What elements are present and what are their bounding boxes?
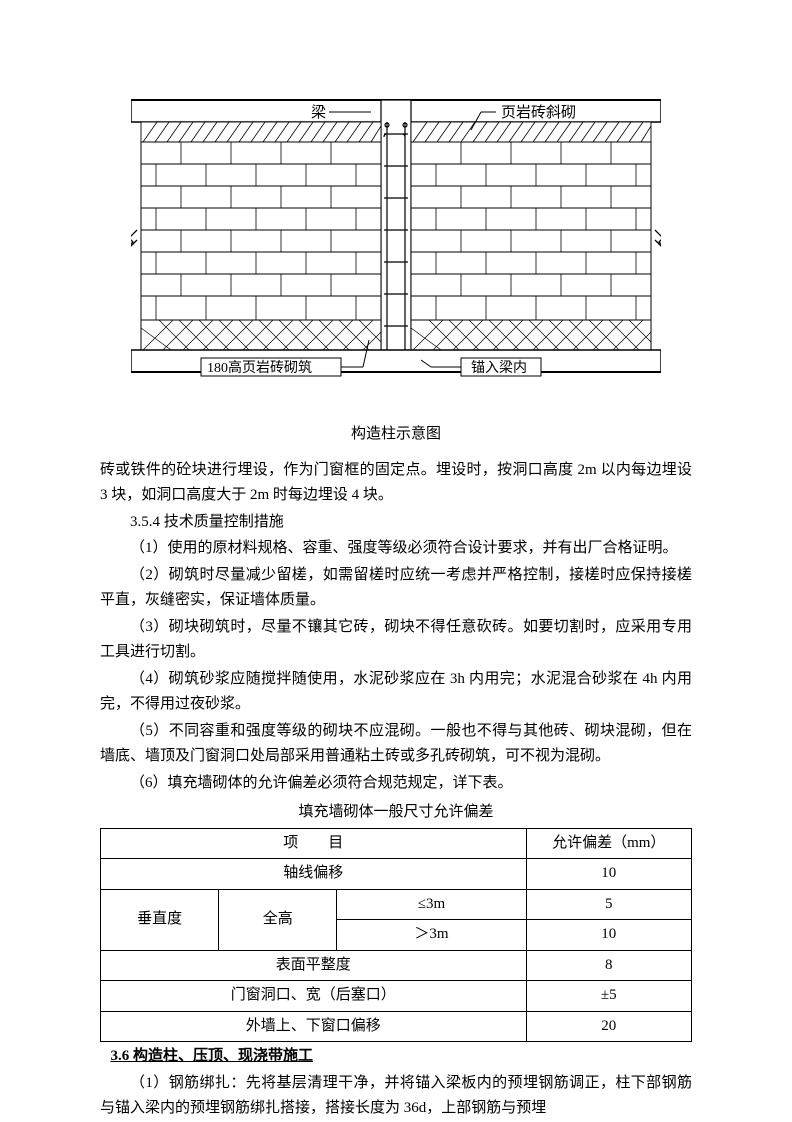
- construction-column-diagram: 梁 页岩砖斜砌 180高页岩砖砌筑 锚入梁内: [100, 90, 692, 410]
- p7: （6）填充墙砌体的允许偏差必须符合规范规定，详下表。: [100, 771, 692, 797]
- label-180: 180高页岩砖砌筑: [207, 359, 312, 376]
- table-row: 门窗洞口、宽（后塞口） ±5: [101, 981, 692, 1012]
- p2: （1）使用的原材料规格、容重、强度等级必须符合设计要求，并有出厂合格证明。: [100, 536, 692, 562]
- cell: 20: [526, 1011, 691, 1042]
- table-row: 表面平整度 8: [101, 950, 692, 981]
- table-header-row: 项 目 允许偏差（mm）: [101, 828, 692, 859]
- table-caption: 填充墙砌体一般尺寸允许偏差: [100, 800, 692, 826]
- label-beam: 梁: [311, 104, 326, 121]
- diagram-svg: 梁 页岩砖斜砌 180高页岩砖砌筑 锚入梁内: [131, 90, 661, 410]
- p3: （2）砌筑时尽量减少留槎，如需留槎时应统一考虑并严格控制，接槎时应保持接槎平直，…: [100, 563, 692, 614]
- cell: ±5: [526, 981, 691, 1012]
- p1: 砖或铁件的砼块进行埋设，作为门窗框的固定点。埋设时，按洞口高度 2m 以内每边埋…: [100, 458, 692, 509]
- cell: 表面平整度: [101, 950, 527, 981]
- p5: （4）砌筑砂浆应随搅拌随使用，水泥砂浆应在 3h 内用完；水泥混合砂浆在 4h …: [100, 667, 692, 718]
- h354: 3.5.4 技术质量控制措施: [100, 510, 692, 536]
- tolerance-table: 项 目 允许偏差（mm） 轴线偏移 10 垂直度 全高 ≤3m 5 ＞3m 10…: [100, 828, 692, 1043]
- label-anchor: 锚入梁内: [471, 360, 527, 376]
- cell: ≤3m: [337, 889, 526, 920]
- cell: 5: [526, 889, 691, 920]
- table-row: 外墙上、下窗口偏移 20: [101, 1011, 692, 1042]
- table-row: 轴线偏移 10: [101, 859, 692, 890]
- label-shale: 页岩砖斜砌: [501, 104, 576, 121]
- cell: 8: [526, 950, 691, 981]
- cell: 轴线偏移: [101, 859, 527, 890]
- cell: 垂直度: [101, 889, 219, 950]
- cell: 10: [526, 920, 691, 951]
- p6: （5）不同容重和强度等级的砌块不应混砌。一般也不得与其他砖、砌块混砌，但在墙底、…: [100, 719, 692, 770]
- th-item: 项 目: [101, 828, 527, 859]
- cell: ＞3m: [337, 920, 526, 951]
- cell: 门窗洞口、宽（后塞口）: [101, 981, 527, 1012]
- cell: 外墙上、下窗口偏移: [101, 1011, 527, 1042]
- diagram-caption: 构造柱示意图: [100, 422, 692, 448]
- p36-1: （1）钢筋绑扎：先将基层清理干净，并将锚入梁板内的预埋钢筋调正，柱下部钢筋与锚入…: [100, 1071, 692, 1122]
- cell: 10: [526, 859, 691, 890]
- p4: （3）砌块砌筑时，尽量不镶其它砖，砌块不得任意砍砖。如要切割时，应采用专用工具进…: [100, 615, 692, 666]
- th-tol: 允许偏差（mm）: [526, 828, 691, 859]
- section-3-6: 3.6 构造柱、压顶、现浇带施工: [100, 1044, 692, 1070]
- table-row: 垂直度 全高 ≤3m 5: [101, 889, 692, 920]
- cell: 全高: [219, 889, 337, 950]
